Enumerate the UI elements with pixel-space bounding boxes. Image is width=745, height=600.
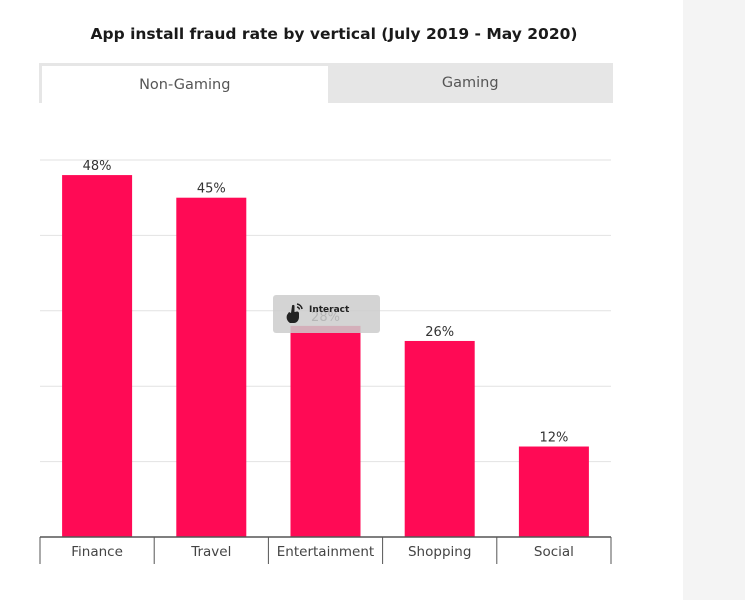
data-label: 12% xyxy=(539,431,568,446)
side-panel xyxy=(683,0,745,600)
x-tick-label: Travel xyxy=(190,544,231,560)
bar-finance[interactable] xyxy=(62,175,133,537)
x-tick-label: Social xyxy=(534,544,574,560)
bar-chart: 48%Finance45%Travel28%Entertainment26%Sh… xyxy=(39,159,612,564)
x-tick-label: Finance xyxy=(71,544,123,560)
bar-shopping[interactable] xyxy=(404,340,475,537)
data-label: 26% xyxy=(425,325,454,340)
x-tick-label: Shopping xyxy=(408,544,471,560)
hand-pointer-icon xyxy=(286,303,303,323)
bar-social[interactable] xyxy=(518,446,589,537)
bar-travel[interactable] xyxy=(176,197,247,537)
tab-gaming[interactable]: Gaming xyxy=(441,75,499,91)
data-label: 48% xyxy=(83,159,112,174)
bar-entertainment[interactable] xyxy=(290,325,361,537)
tab-non-gaming[interactable]: Non-Gaming xyxy=(42,66,328,103)
interact-button[interactable]: Interact xyxy=(273,295,380,333)
chart-tabs: Non-Gaming Gaming xyxy=(39,63,613,103)
chart-title: App install fraud rate by vertical (July… xyxy=(90,25,578,43)
interact-label: Interact xyxy=(309,305,350,315)
x-tick-label: Entertainment xyxy=(277,544,374,560)
data-label: 45% xyxy=(197,182,226,197)
